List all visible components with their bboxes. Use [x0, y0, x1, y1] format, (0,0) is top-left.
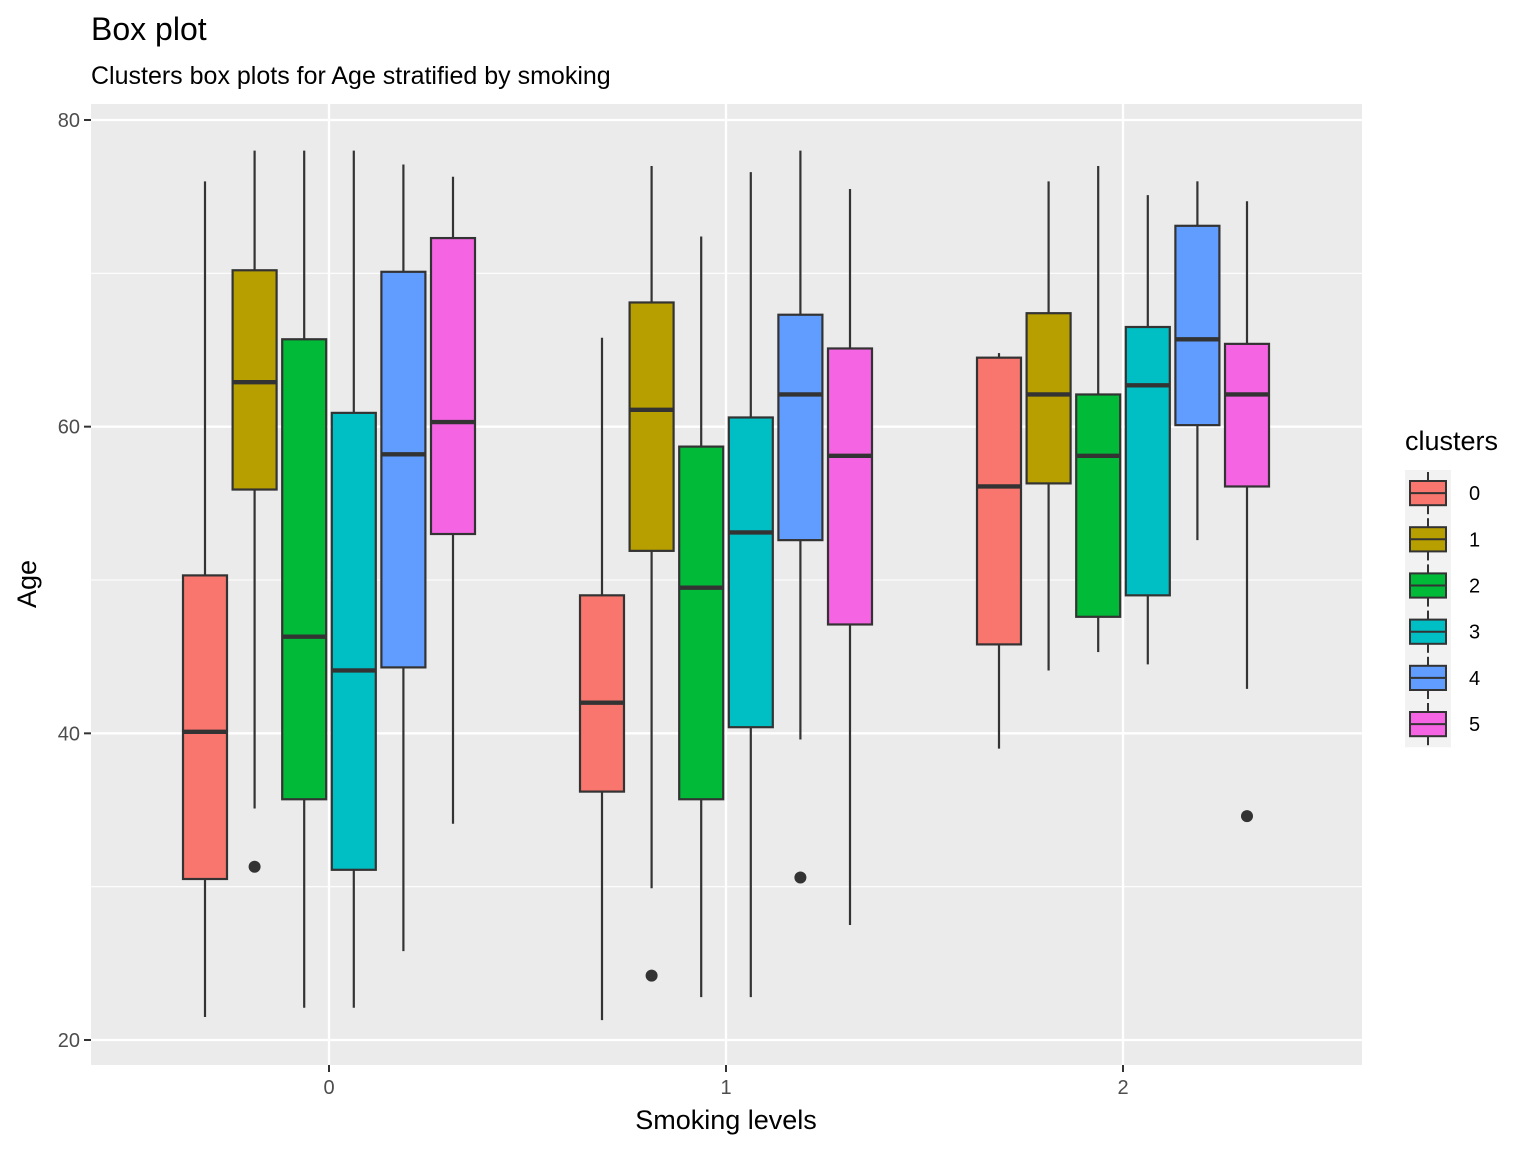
- outlier-point: [645, 969, 658, 982]
- legend-label: 5: [1469, 714, 1480, 736]
- box-iqr: [181, 574, 229, 881]
- x-tick-label: 1: [720, 1077, 731, 1099]
- box-iqr: [429, 236, 477, 536]
- box-cluster-4-smoking-1: [777, 150, 824, 884]
- y-axis-title: Age: [12, 560, 42, 608]
- box-cluster-1-smoking-1: [628, 166, 675, 982]
- legend-item-3: 3: [1409, 610, 1480, 653]
- box-cluster-3-smoking-1: [727, 172, 774, 998]
- box-iqr: [678, 445, 725, 801]
- box-cluster-1-smoking-0: [231, 150, 278, 873]
- chart-subtitle: Clusters box plots for Age stratified by…: [91, 62, 611, 90]
- legend-item-4: 4: [1409, 656, 1480, 699]
- outlier-point: [248, 860, 261, 873]
- legend-label: 0: [1469, 483, 1480, 505]
- y-tick-label: 20: [58, 1030, 80, 1052]
- box-cluster-3-smoking-2: [1124, 195, 1171, 665]
- x-tick-label: 0: [323, 1077, 334, 1099]
- box-cluster-2-smoking-2: [1075, 166, 1122, 653]
- box-cluster-3-smoking-0: [330, 150, 377, 1008]
- y-tick-label: 60: [58, 417, 80, 439]
- legend-label: 2: [1469, 576, 1480, 598]
- box-iqr: [727, 416, 774, 729]
- box-iqr: [826, 347, 874, 626]
- legend-label: 1: [1469, 529, 1480, 551]
- box-cluster-5-smoking-0: [429, 176, 477, 824]
- outlier-point: [794, 871, 807, 884]
- outlier-point: [1241, 810, 1253, 823]
- box-iqr: [975, 356, 1023, 646]
- box-iqr: [330, 411, 377, 871]
- box-iqr: [1124, 325, 1171, 597]
- legend-item-0: 0: [1409, 472, 1480, 515]
- box-iqr: [1075, 393, 1122, 618]
- legend-title: clusters: [1405, 426, 1498, 456]
- box-cluster-1-smoking-2: [1025, 181, 1072, 671]
- box-iqr: [628, 301, 675, 552]
- box-cluster-2-smoking-1: [678, 236, 725, 998]
- legend-item-2: 2: [1409, 564, 1480, 607]
- box-cluster-0-smoking-0: [181, 181, 229, 1017]
- box-cluster-0-smoking-2: [975, 353, 1023, 749]
- x-axis-title: Smoking levels: [635, 1105, 817, 1135]
- box-iqr: [231, 269, 278, 491]
- box-iqr: [1174, 224, 1221, 427]
- legend: clusters 0 1 2 3 4 5: [1405, 426, 1498, 748]
- y-axis: 20 40 60 80: [58, 110, 91, 1052]
- box-cluster-4-smoking-0: [380, 164, 427, 952]
- box-iqr: [380, 270, 427, 669]
- box-cluster-0-smoking-1: [578, 337, 626, 1021]
- legend-label: 4: [1469, 668, 1480, 690]
- box-cluster-5-smoking-2: [1223, 201, 1271, 823]
- box-iqr: [1223, 342, 1271, 488]
- legend-item-1: 1: [1409, 518, 1480, 561]
- box-cluster-2-smoking-0: [281, 150, 328, 1008]
- box-cluster-5-smoking-1: [826, 189, 874, 925]
- legend-item-5: 5: [1409, 703, 1480, 746]
- y-tick-label: 40: [58, 723, 80, 745]
- box-series: [181, 150, 1271, 1021]
- x-axis: 0 1 2: [323, 1065, 1129, 1099]
- box-cluster-4-smoking-2: [1174, 181, 1221, 541]
- box-iqr: [578, 594, 626, 793]
- legend-label: 3: [1469, 622, 1480, 644]
- box-iqr: [1025, 312, 1072, 485]
- chart-title: Box plot: [91, 11, 207, 47]
- x-tick-label: 2: [1117, 1077, 1128, 1099]
- box-iqr: [281, 338, 328, 801]
- legend-keys-background: [1405, 470, 1451, 748]
- y-tick-label: 80: [58, 110, 80, 132]
- box-iqr: [777, 313, 824, 542]
